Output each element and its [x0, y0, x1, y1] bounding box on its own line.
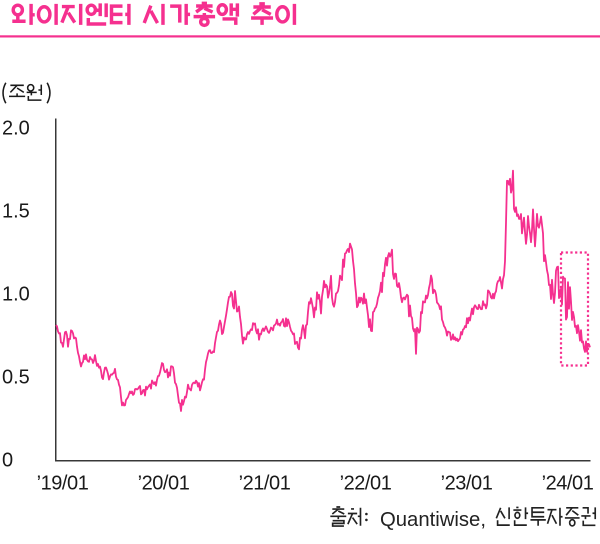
svg-text:’22/01: ’22/01 — [340, 473, 392, 495]
svg-text:’21/01: ’21/01 — [239, 473, 291, 495]
svg-text:’20/01: ’20/01 — [138, 473, 190, 495]
svg-text:Quantiwise,: Quantiwise, — [380, 509, 486, 531]
svg-text:1.5: 1.5 — [2, 201, 30, 223]
svg-text:’23/01: ’23/01 — [441, 473, 493, 495]
svg-text:’19/01: ’19/01 — [37, 473, 89, 495]
svg-text:0.5: 0.5 — [2, 367, 30, 389]
svg-text:1.0: 1.0 — [2, 284, 30, 306]
svg-text:0: 0 — [2, 450, 13, 472]
svg-text:’24/01: ’24/01 — [542, 473, 594, 495]
svg-text:2.0: 2.0 — [2, 118, 30, 140]
